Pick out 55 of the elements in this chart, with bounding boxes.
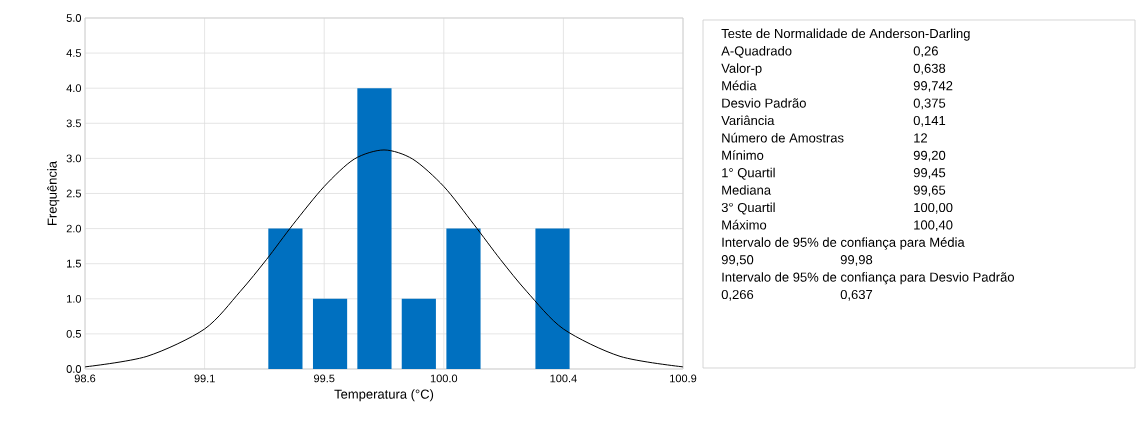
bar bbox=[535, 228, 570, 369]
text: 100,00 bbox=[914, 202, 953, 214]
text: 99,65 bbox=[913, 185, 946, 197]
bar bbox=[357, 88, 392, 369]
y-tick-label: 5.0 bbox=[66, 14, 82, 22]
y-tick-label: 3.0 bbox=[66, 154, 82, 163]
text: Intervalo de 95% de confiança para Desvio Padrão bbox=[722, 272, 1014, 285]
y-axis-title: Frequência bbox=[47, 160, 60, 225]
x-tick-label: 100.9 bbox=[670, 374, 697, 383]
text: Teste de Normalidade de Anderson-Darling bbox=[721, 28, 970, 41]
text: 0,141 bbox=[913, 115, 946, 127]
text: Desvio Padrão bbox=[722, 98, 806, 108]
text: 0,638 bbox=[913, 63, 946, 75]
text: 3° Quartil bbox=[721, 202, 775, 215]
text: 0,266 bbox=[721, 289, 754, 301]
text: 99,742 bbox=[913, 81, 953, 92]
text: 0,637 bbox=[840, 289, 873, 301]
bar bbox=[446, 228, 481, 369]
text: 99,45 bbox=[913, 168, 946, 179]
x-tick-label: 99.1 bbox=[194, 374, 215, 383]
text: Mediana bbox=[722, 185, 772, 195]
x-tick-label: 98.6 bbox=[74, 374, 96, 383]
y-tick-label: 4.0 bbox=[66, 84, 82, 93]
text: 12 bbox=[914, 133, 927, 143]
text: 99,98 bbox=[840, 255, 873, 266]
x-tick-label: 100.0 bbox=[430, 374, 458, 383]
line-series bbox=[84, 149, 684, 368]
text: 0,375 bbox=[913, 98, 946, 110]
y-tick-label: 0.5 bbox=[66, 330, 82, 338]
y-tick-label: 2.5 bbox=[66, 189, 82, 198]
y-tick-label: 4.5 bbox=[66, 49, 82, 57]
text: Máximo bbox=[722, 219, 767, 230]
text: 0,26 bbox=[913, 46, 938, 58]
bar bbox=[312, 298, 348, 369]
text: 99,50 bbox=[721, 255, 754, 266]
bar bbox=[401, 298, 436, 369]
text: 1° Quartil bbox=[722, 167, 775, 180]
text: Média bbox=[722, 80, 757, 91]
x-axis-title: Temperatura (°C) bbox=[334, 389, 434, 402]
text: Intervalo de 95% de confiança para Média bbox=[722, 237, 965, 250]
text: Valor-p bbox=[721, 63, 762, 76]
y-tick-label: 2.0 bbox=[66, 224, 82, 233]
bar bbox=[268, 228, 303, 369]
text: 100,40 bbox=[914, 220, 953, 232]
y-tick-label: 0.0 bbox=[66, 365, 82, 373]
x-tick-label: 99.5 bbox=[314, 374, 335, 383]
x-tick-label: 100.4 bbox=[550, 374, 577, 383]
y-tick-label: 1.5 bbox=[67, 259, 82, 268]
text: Variância bbox=[721, 115, 775, 126]
y-tick-label: 1.0 bbox=[67, 294, 82, 303]
text: A-Quadrado bbox=[721, 45, 792, 58]
text: 99,20 bbox=[913, 150, 946, 162]
y-tick-label: 3.5 bbox=[66, 119, 82, 128]
text: Mínimo bbox=[722, 150, 764, 160]
text: Número de Amostras bbox=[722, 132, 844, 143]
